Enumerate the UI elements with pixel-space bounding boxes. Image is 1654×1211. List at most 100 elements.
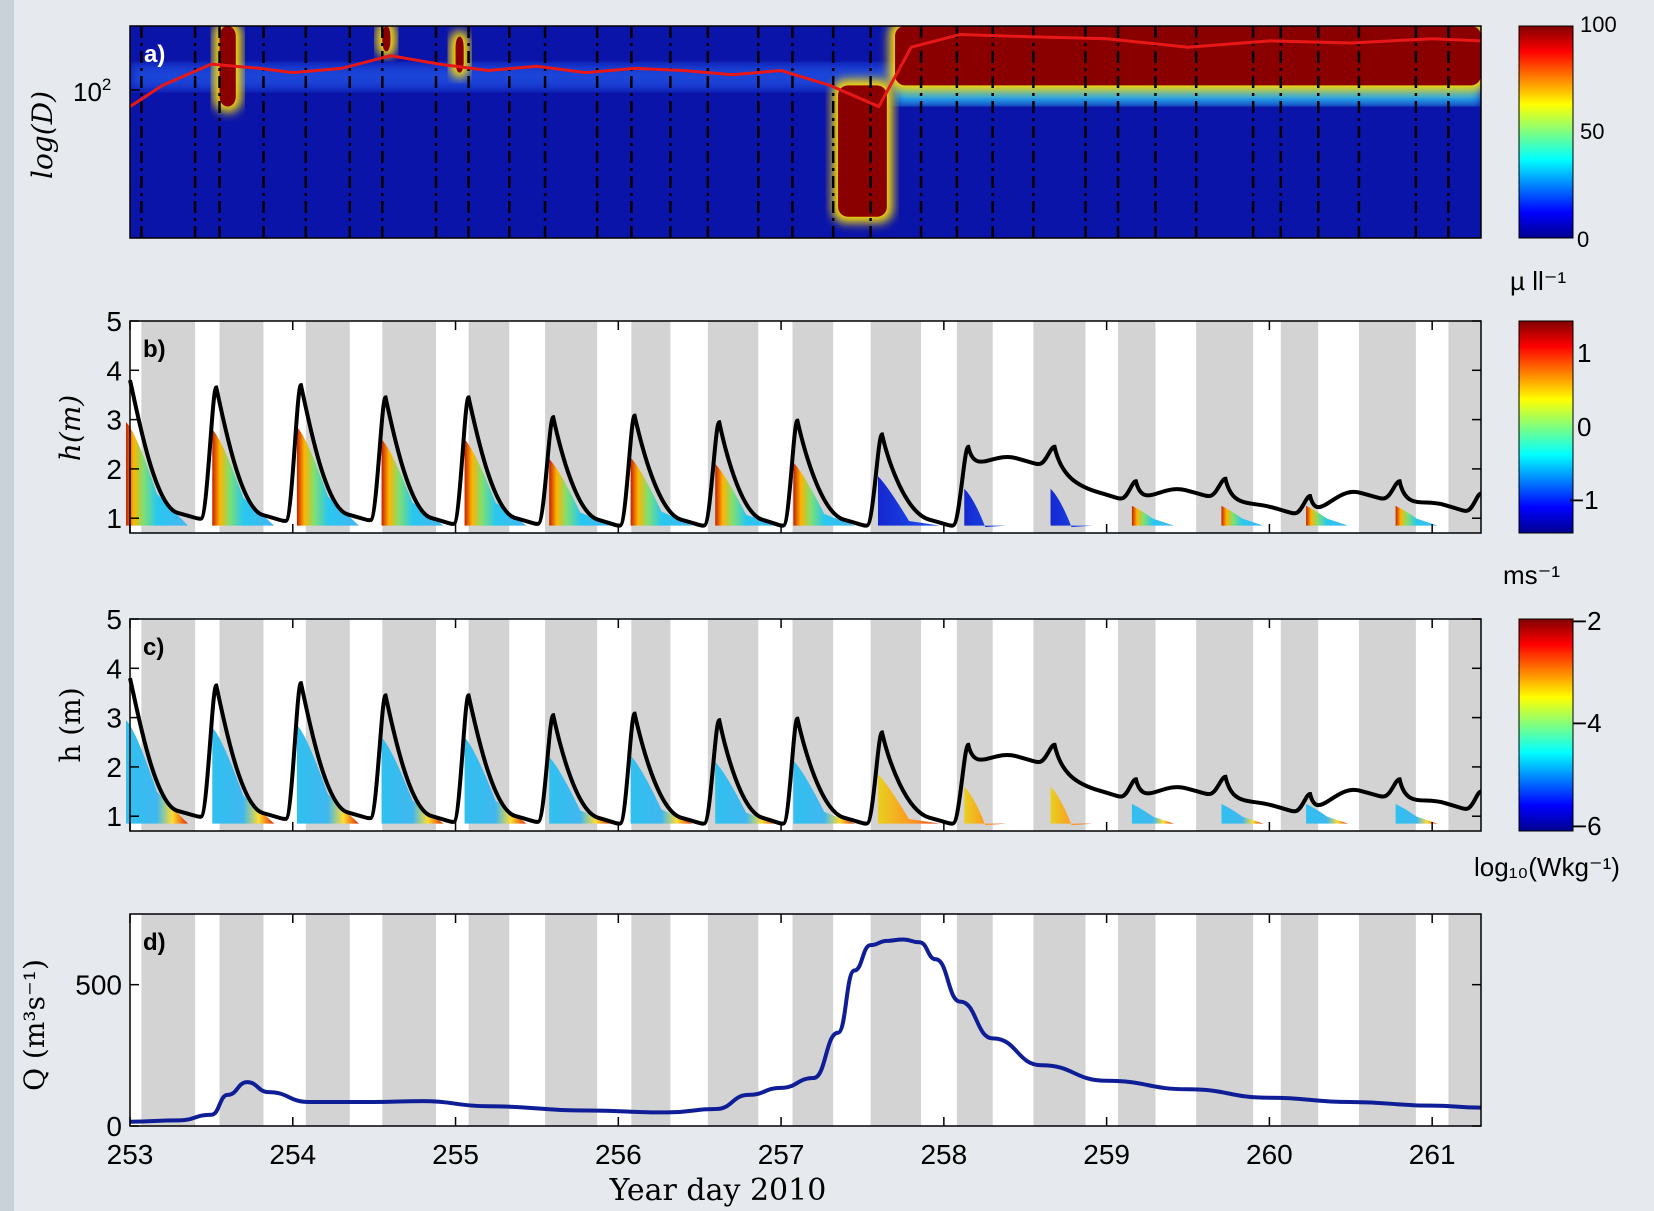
daylight-band	[1033, 914, 1086, 1126]
colored-region	[549, 459, 612, 526]
ytick-label: 102	[73, 75, 111, 107]
panel-label-c: c)	[143, 634, 164, 661]
colorbar-b	[1518, 320, 1574, 534]
daylight-band	[1118, 619, 1156, 831]
colored-region	[464, 439, 527, 526]
daylight-band	[382, 914, 437, 1126]
y-tick-label: 2	[106, 752, 122, 783]
panel-b: 1 2 3 4 5 b) h(m) 1 0 −1 ms⁻¹	[54, 306, 1599, 590]
concentration-block	[455, 36, 464, 73]
daylight-band	[792, 914, 834, 1126]
colored-region	[1221, 505, 1264, 526]
colorbar-a	[1518, 25, 1574, 239]
tide-height-line	[128, 379, 1482, 528]
daylight-band	[870, 914, 922, 1126]
x-tick-label: 261	[1409, 1139, 1456, 1170]
y-tick-label: 5	[106, 604, 122, 635]
colored-region	[1050, 786, 1093, 826]
y-tick-label: 4	[106, 653, 122, 684]
y-tick-label: 3	[106, 703, 122, 734]
daylight-band	[631, 914, 671, 1126]
colored-region	[1131, 803, 1174, 824]
colored-region	[126, 720, 188, 824]
panel-d: 0 500 253 254 255 256 257 258 259 260 261 d) Q (m…	[18, 913, 1482, 1208]
x-axis-label: Year day 2010	[609, 1173, 827, 1208]
colorbar-a-tick: 0	[1577, 227, 1589, 252]
y-axis-label-d: Q (m³s⁻¹)	[18, 959, 51, 1091]
y-tick-label: 5	[106, 306, 122, 337]
y-tick-label: 500	[75, 970, 122, 1001]
colorbar-a-unit: µ ll⁻¹	[1510, 266, 1566, 296]
daylight-band	[1033, 619, 1086, 831]
discharge-line	[129, 937, 1482, 1124]
colored-region	[1131, 505, 1174, 526]
y-tick-label: 1	[106, 503, 122, 534]
daylight-band	[1033, 321, 1086, 533]
y-axis-label-c: h (m)	[54, 687, 87, 762]
colored-region	[715, 463, 778, 526]
x-tick-label: 253	[107, 1139, 154, 1170]
colorbar-c-unit: log₁₀(Wkg⁻¹)	[1474, 852, 1620, 882]
daylight-band	[1118, 914, 1156, 1126]
colorbar-b-tick: −1	[1569, 485, 1599, 515]
colored-region	[1221, 803, 1264, 824]
daylight-band	[1448, 914, 1481, 1126]
colorbar-b-tick: 1	[1577, 338, 1591, 368]
daylight-band	[1358, 914, 1416, 1126]
colorbar-c-tick: −2	[1572, 606, 1602, 636]
daylight-band	[545, 914, 598, 1126]
daylight-band	[707, 914, 759, 1126]
colorbar-a-tick: 50	[1580, 119, 1604, 144]
colored-region	[878, 774, 941, 824]
daylight-band	[468, 914, 510, 1126]
colored-region	[964, 488, 1007, 528]
colorbar-c-tick: −4	[1572, 708, 1602, 738]
colored-region	[878, 476, 941, 526]
colored-region	[296, 725, 359, 824]
colored-region	[1395, 505, 1438, 526]
y-tick-label: 1	[106, 801, 122, 832]
colored-region	[1306, 505, 1349, 526]
colored-region	[549, 757, 612, 824]
colored-region	[126, 422, 188, 526]
daylight-band	[141, 914, 196, 1126]
daylight-band	[956, 321, 993, 533]
colorbar-b-unit: ms⁻¹	[1503, 560, 1560, 590]
x-tick-label: 260	[1246, 1139, 1293, 1170]
y-axis-label-a: log(D)	[26, 91, 59, 179]
colored-region	[1395, 803, 1438, 824]
series-red-line	[130, 32, 1481, 109]
y-axis-label-b: h(m)	[54, 395, 87, 461]
panel-label-d: d)	[143, 929, 166, 956]
x-tick-label: 258	[920, 1139, 967, 1170]
daylight-band	[1358, 321, 1416, 533]
colored-region	[630, 457, 693, 526]
colored-region	[296, 427, 359, 526]
colored-region	[381, 439, 444, 526]
y-tick-label: 3	[106, 405, 122, 436]
colorbar-c-tick: −6	[1572, 811, 1602, 841]
colorbar-c	[1518, 618, 1574, 832]
concentration-block	[838, 85, 887, 217]
tide-height-line	[128, 677, 1482, 826]
x-tick-label: 256	[595, 1139, 642, 1170]
colored-region	[381, 737, 444, 824]
x-tick-label: 259	[1083, 1139, 1130, 1170]
y-tick-label: 0	[106, 1111, 122, 1142]
daylight-band	[219, 914, 264, 1126]
concentration-block	[382, 26, 391, 52]
concentration-block	[895, 26, 1481, 86]
daylight-band	[1358, 619, 1416, 831]
colored-region	[630, 755, 693, 824]
panel-label-b: b)	[143, 336, 166, 363]
colorbar-a-tick: 100	[1580, 12, 1617, 37]
colored-region	[793, 760, 856, 824]
colored-region	[212, 429, 275, 526]
panel-a: a) 102 log(D) 100 50 0 µ ll⁻¹	[26, 12, 1617, 296]
panel-label-a: a)	[144, 41, 165, 68]
daylight-band	[305, 914, 350, 1126]
daylight-band	[1118, 321, 1156, 533]
colored-region	[1050, 488, 1093, 528]
colored-region	[793, 462, 856, 526]
